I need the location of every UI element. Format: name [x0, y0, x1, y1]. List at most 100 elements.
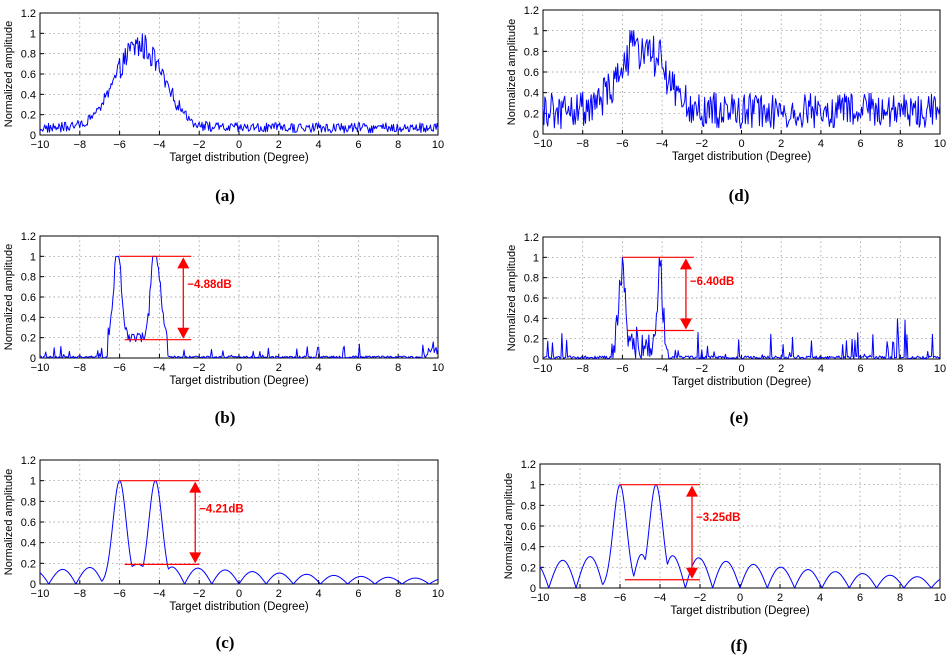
x-tick-label: −10: [31, 362, 50, 374]
x-tick-label: −6: [614, 592, 627, 604]
y-tick-label: 0.8: [21, 496, 36, 508]
x-tick-label: 4: [316, 588, 322, 600]
x-tick-label: 10: [432, 588, 444, 600]
series-profile: [542, 256, 941, 360]
x-tick-label: 2: [276, 588, 282, 600]
y-tick-label: 1.2: [521, 459, 536, 471]
x-axis-label: Target distribution (Degree): [169, 152, 309, 164]
caption-e: (e): [729, 408, 749, 427]
x-tick-label: 2: [778, 363, 784, 375]
x-tick-label: −4: [656, 363, 669, 375]
y-tick-label: 1.2: [21, 231, 36, 243]
caption-c: (c): [215, 633, 235, 652]
x-tick-label: 4: [316, 139, 322, 151]
series-profile: [542, 30, 941, 130]
x-tick-label: 4: [818, 138, 824, 150]
x-tick-label: 0: [236, 588, 242, 600]
x-tick-label: 0: [236, 362, 242, 374]
annotation-label: −4.21dB: [199, 503, 243, 515]
y-tick-label: 0.2: [21, 558, 36, 570]
x-tick-label: −4: [153, 139, 166, 151]
x-tick-label: −4: [654, 592, 667, 604]
x-tick-label: 10: [934, 138, 946, 150]
y-axis-label: Normalized amplitude: [506, 245, 518, 351]
x-tick-label: 4: [818, 363, 824, 375]
y-tick-label: 1: [30, 28, 36, 40]
annotation-arrow-head-down: [686, 567, 698, 579]
y-tick-label: 0.6: [21, 69, 36, 81]
y-axis-label: Normalized amplitude: [3, 21, 15, 127]
annotation-arrow-head-up: [189, 481, 202, 493]
y-tick-label: 1.2: [21, 8, 36, 20]
x-tick-label: 6: [355, 588, 361, 600]
y-axis-label: Normalized amplitude: [3, 244, 15, 350]
caption-d: (d): [728, 186, 750, 205]
x-tick-label: −8: [576, 138, 589, 150]
chart-f: −10 −8 −6 −4 −2 0 2 4 6 8 10 0 0.2 0.4 0.6 0.8 1 1.2 Targe…: [503, 459, 946, 617]
y-tick-label: 0.6: [521, 521, 536, 533]
y-tick-label: 1.2: [524, 5, 539, 17]
x-tick-label: 4: [817, 592, 823, 604]
annotation-arrow-head-down: [189, 552, 202, 564]
caption-a: (a): [215, 186, 235, 205]
y-tick-label: 0.6: [524, 293, 539, 305]
x-tick-label: 0: [737, 592, 743, 604]
x-axis-label: Target distribution (Degree): [169, 375, 309, 387]
x-tick-label: 8: [395, 588, 401, 600]
series-profile: [39, 33, 439, 134]
x-tick-label: −6: [113, 139, 126, 151]
x-tick-label: −8: [74, 588, 87, 600]
x-axis-label: Target distribution (Degree): [670, 605, 810, 617]
x-tick-label: 8: [395, 139, 401, 151]
y-tick-label: 0.2: [524, 334, 539, 346]
x-tick-label: 10: [934, 592, 946, 604]
x-tick-label: −4: [656, 138, 669, 150]
y-tick-label: 0: [30, 353, 36, 365]
series-profile: [39, 480, 439, 585]
y-tick-label: 0.6: [524, 67, 539, 79]
x-tick-label: −2: [193, 588, 206, 600]
y-tick-label: 1.2: [21, 455, 36, 467]
x-tick-label: −4: [153, 588, 166, 600]
x-tick-label: 6: [858, 363, 864, 375]
y-tick-label: 0.4: [524, 88, 539, 100]
y-tick-label: 1: [533, 26, 539, 38]
y-tick-label: 0.2: [524, 108, 539, 120]
x-tick-label: −2: [193, 139, 206, 151]
y-tick-label: 0.8: [524, 46, 539, 58]
y-tick-label: 0.4: [21, 312, 36, 324]
x-tick-label: 8: [897, 138, 903, 150]
x-tick-label: 8: [897, 363, 903, 375]
x-tick-label: 4: [316, 362, 322, 374]
x-tick-label: −6: [616, 138, 629, 150]
y-tick-label: 1: [530, 480, 536, 492]
chart-b: −10 −8 −6 −4 −2 0 2 4 6 8 10 0 0.2 0.4 0.6 0.8 1 1.2 Targe…: [3, 231, 444, 387]
x-tick-label: 2: [778, 138, 784, 150]
x-tick-label: 8: [395, 362, 401, 374]
x-tick-label: 6: [857, 592, 863, 604]
annotation-arrow-head-up: [679, 258, 692, 270]
x-tick-label: 6: [858, 138, 864, 150]
chart-d: −10 −8 −6 −4 −2 0 2 4 6 8 10 0 0.2 0.4 0.6 0.8 1 1.2 Targe…: [506, 5, 946, 163]
x-tick-label: −8: [74, 139, 87, 151]
x-tick-label: −2: [694, 592, 707, 604]
x-tick-label: 8: [897, 592, 903, 604]
y-axis-label: Normalized amplitude: [3, 469, 15, 575]
x-tick-label: −2: [696, 138, 709, 150]
x-tick-label: −2: [193, 362, 206, 374]
x-tick-label: −10: [534, 138, 553, 150]
x-tick-label: 2: [777, 592, 783, 604]
y-tick-label: 0: [30, 130, 36, 142]
y-tick-label: 1: [30, 476, 36, 488]
annotation-arrow-head-down: [679, 318, 692, 330]
x-axis-label: Target distribution (Degree): [672, 376, 812, 388]
x-tick-label: 6: [355, 362, 361, 374]
y-tick-label: 1.2: [524, 232, 539, 244]
y-tick-label: 0.4: [21, 538, 36, 550]
y-tick-label: 0.2: [21, 110, 36, 122]
x-tick-label: 10: [934, 363, 946, 375]
x-tick-label: −8: [74, 362, 87, 374]
x-tick-label: −4: [153, 362, 166, 374]
x-axis-label: Target distribution (Degree): [169, 601, 309, 613]
